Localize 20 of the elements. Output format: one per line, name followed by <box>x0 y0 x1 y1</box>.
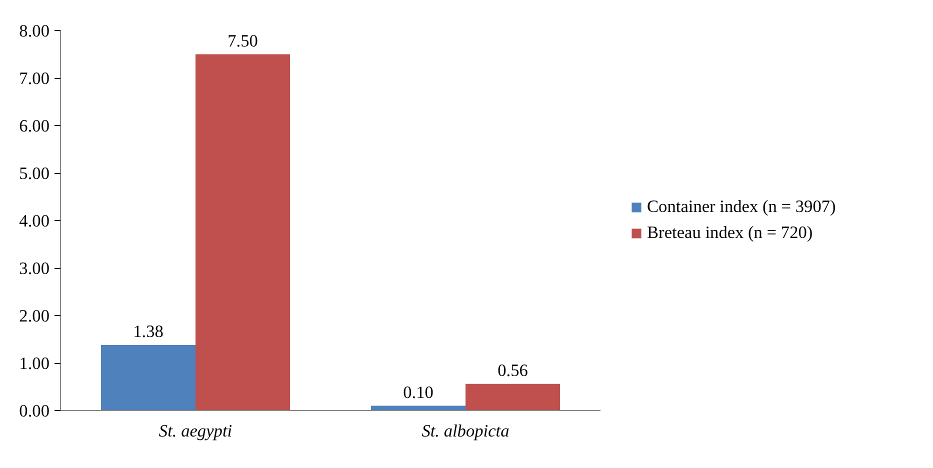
y-tick-label: 0.00 <box>19 402 50 420</box>
y-tick-label: 1.00 <box>19 354 50 373</box>
x-tick-label: St. albopicta <box>422 422 510 440</box>
x-tick-label: St. aegypti <box>158 422 232 440</box>
data-label: 7.50 <box>228 31 258 50</box>
data-label: 0.56 <box>498 360 528 380</box>
y-tick-label: 2.00 <box>19 306 50 326</box>
y-tick-label: 4.00 <box>19 212 50 230</box>
bar <box>466 384 560 410</box>
bar <box>196 54 290 410</box>
y-tick-label: 5.00 <box>19 164 50 183</box>
bar <box>101 344 196 410</box>
y-tick-label: 8.00 <box>19 22 50 40</box>
data-label: 0.10 <box>403 382 434 402</box>
legend-label: Container index (n = 3907) <box>647 197 836 217</box>
legend-label: Breteau index (n = 720) <box>647 223 813 243</box>
data-label: 1.38 <box>133 322 164 341</box>
y-tick-label: 6.00 <box>19 116 50 136</box>
y-tick-label: 3.00 <box>19 259 50 278</box>
y-tick-label: 7.00 <box>19 69 50 88</box>
